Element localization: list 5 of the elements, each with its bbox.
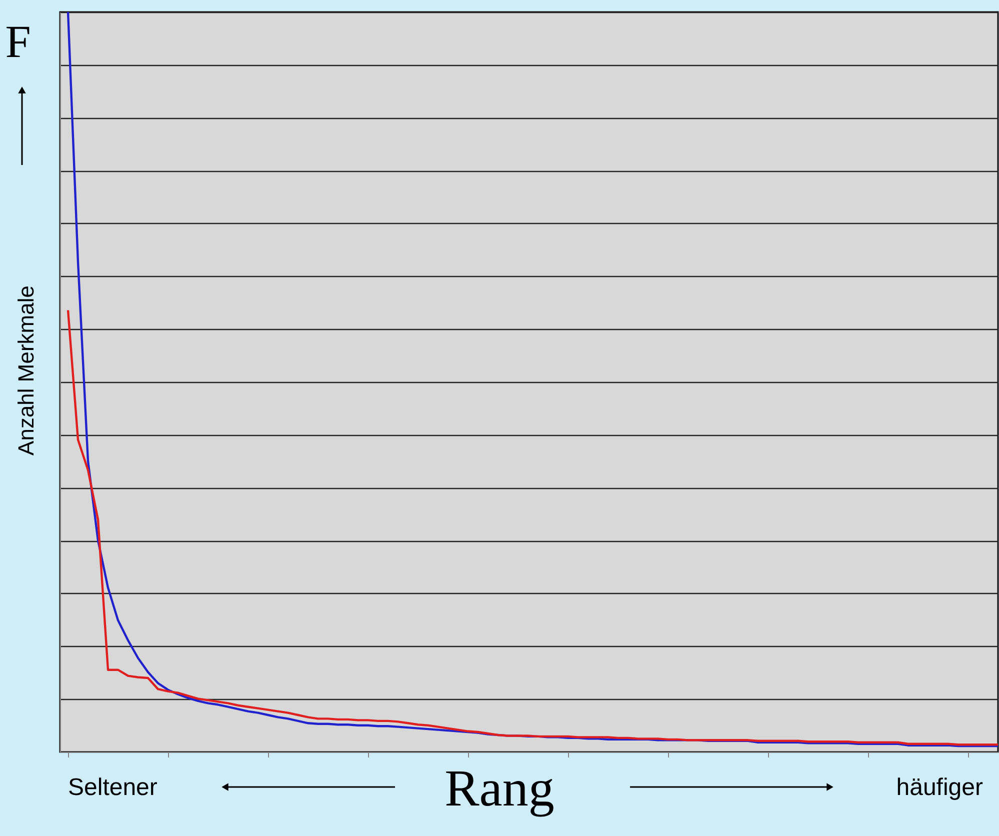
y-axis-title: Anzahl Merkmale: [14, 286, 38, 456]
text: Seltener: [68, 774, 158, 801]
x-axis-title: Rang: [444, 760, 554, 818]
text: F: [5, 16, 31, 67]
text: häufiger: [896, 774, 984, 801]
